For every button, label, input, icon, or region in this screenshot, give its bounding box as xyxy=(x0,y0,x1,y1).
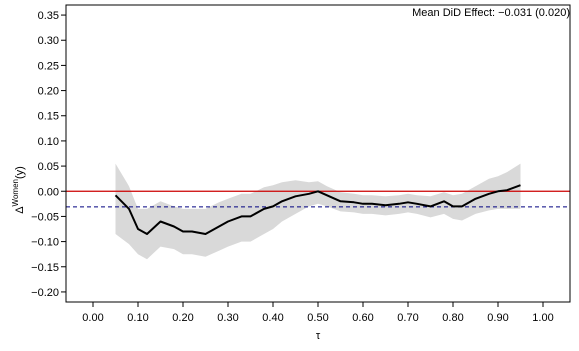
y-tick-label: 0.05 xyxy=(38,161,59,173)
y-tick-label: 0.25 xyxy=(38,60,59,72)
y-axis-title-main: Δ xyxy=(14,206,26,214)
svg-text:ΔWomen(y): ΔWomen(y) xyxy=(11,166,26,214)
estimate-line xyxy=(114,184,521,235)
y-tick-label: 0.30 xyxy=(38,35,59,47)
y-tick-label: 0.15 xyxy=(38,111,59,123)
y-tick-label: 0.35 xyxy=(38,10,59,22)
x-tick-label: 0.30 xyxy=(217,312,238,324)
y-tick-label: −0.20 xyxy=(31,287,59,299)
mean-effect-annotation: Mean DiD Effect: −0.031 (0.020) xyxy=(412,7,570,19)
x-tick-label: 0.20 xyxy=(172,312,193,324)
y-tick-label: −0.05 xyxy=(31,211,59,223)
x-tick-label: 0.10 xyxy=(127,312,148,324)
y-tick-label: −0.10 xyxy=(31,237,59,249)
y-axis-title: ΔWomen(y) xyxy=(11,166,26,214)
estimate-line-layer xyxy=(114,184,521,235)
x-tick-label: 0.80 xyxy=(442,312,463,324)
x-tick-label: 1.00 xyxy=(532,312,553,324)
x-tick-label: 0.40 xyxy=(262,312,283,324)
y-tick-label: 0.00 xyxy=(38,186,59,198)
x-tick-label: 0.50 xyxy=(307,312,328,324)
x-tick-label: 0.00 xyxy=(82,312,103,324)
y-axis-title-tail: (y) xyxy=(14,166,26,179)
y-tick-label: 0.10 xyxy=(38,136,59,148)
y-tick-label: 0.20 xyxy=(38,86,59,98)
x-tick-label: 0.60 xyxy=(352,312,373,324)
confidence-band xyxy=(115,163,521,260)
y-axis-title-superscript: Women xyxy=(11,179,20,206)
axes-layer: −0.20 −0.15 −0.10 −0.05 0.00 0.05 0.10 0.15 0.20… xyxy=(31,4,571,324)
x-tick-label: 0.90 xyxy=(487,312,508,324)
x-axis-title: τ xyxy=(316,330,321,342)
confidence-band-layer xyxy=(115,163,521,260)
x-tick-label: 0.70 xyxy=(397,312,418,324)
y-tick-label: −0.15 xyxy=(31,262,59,274)
